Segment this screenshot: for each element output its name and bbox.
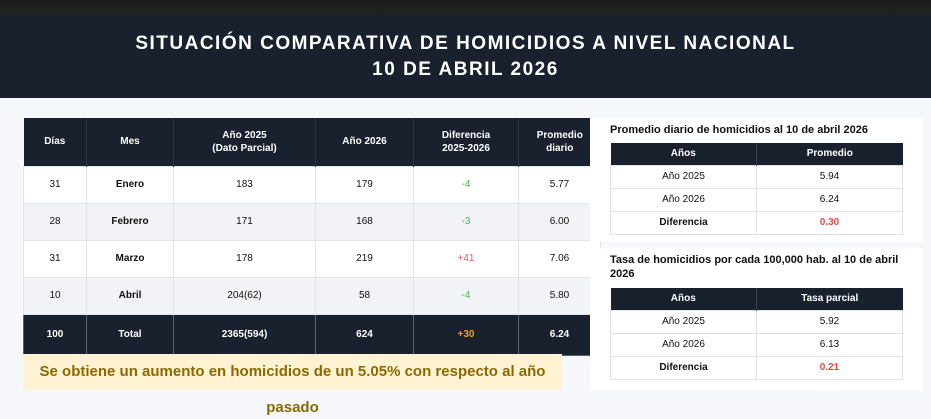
col-header-2026: Año 2026: [315, 118, 414, 166]
cell-promedio: 6.00: [518, 202, 601, 241]
cell-value: 0.21: [756, 355, 903, 380]
table-header-row: Años Tasa parcial: [610, 288, 903, 310]
cell-dias: 28: [23, 202, 87, 241]
table-row: Diferencia 0.30: [610, 210, 903, 235]
cell-year: Año 2026: [610, 332, 757, 357]
cell-mes: Enero: [86, 165, 174, 204]
table-row: Diferencia 0.21: [610, 355, 903, 380]
cell-promedio: 5.80: [518, 276, 601, 315]
cell-value: 5.94: [756, 164, 903, 189]
cell-2026: 179: [315, 165, 414, 204]
promedio-card: Promedio diario de homicidios al 10 de a…: [590, 118, 923, 242]
cell-2025: 204(62): [173, 276, 316, 315]
page-header: SITUACIÓN COMPARATIVA DE HOMICIDIOS A NI…: [0, 14, 931, 98]
table-header-row: Años Promedio: [610, 143, 903, 165]
cell-value: 6.24: [756, 187, 903, 212]
cell-2025: 178: [173, 239, 316, 278]
col-header-diferencia: Diferencia 2025-2026: [413, 118, 519, 166]
total-2025: 2365(594): [173, 313, 316, 356]
cell-diferencia: -4: [413, 165, 519, 204]
cell-year: Año 2025: [610, 164, 757, 189]
cell-diferencia: +41: [413, 239, 519, 278]
cell-2026: 58: [315, 276, 414, 315]
cell-year: Año 2025: [610, 309, 757, 334]
cell-diferencia: -4: [413, 276, 519, 315]
tasa-card: Tasa de homicidios por cada 100,000 hab.…: [590, 248, 923, 390]
table-row: 31 Marzo 178 219 +41 7.06: [23, 239, 601, 278]
cell-2025: 183: [173, 165, 316, 204]
cell-dias: 31: [23, 239, 87, 278]
table-row: Año 2025 5.94: [610, 164, 903, 189]
cell-2025: 171: [173, 202, 316, 241]
col-header-anos: Años: [610, 143, 757, 165]
cell-mes: Abril: [86, 276, 174, 315]
table-header-row: Días Mes Año 2025 (Dato Parcial) Año 2026…: [23, 118, 601, 166]
table-row: Año 2025 5.92: [610, 309, 903, 334]
cell-promedio: 5.77: [518, 165, 601, 204]
total-diferencia: +30: [413, 313, 519, 356]
promedio-table: Años Promedio Año 2025 5.94 Año 2026 6.2…: [610, 143, 903, 235]
cell-diferencia: -3: [413, 202, 519, 241]
col-header-tasa: Tasa parcial: [756, 288, 903, 310]
cell-2026: 168: [315, 202, 414, 241]
cell-dias: 10: [23, 276, 87, 315]
page-title: SITUACIÓN COMPARATIVA DE HOMICIDIOS A NI…: [135, 33, 796, 54]
col-header-2025: Año 2025 (Dato Parcial): [173, 118, 316, 166]
cell-year: Diferencia: [610, 210, 757, 235]
cell-year: Diferencia: [610, 355, 757, 380]
col-header-promedio: Promedio diario: [518, 118, 601, 166]
cell-year: Año 2026: [610, 187, 757, 212]
cell-promedio: 7.06: [518, 239, 601, 278]
summary-banner: Se obtiene un aumento en homicidios de u…: [23, 354, 562, 416]
table-row: 31 Enero 183 179 -4 5.77: [23, 165, 601, 204]
table-row: Año 2026 6.13: [610, 332, 903, 357]
table-total-row: 100 Total 2365(594) 624 +30 6.24: [23, 313, 601, 356]
col-header-anos: Años: [610, 288, 757, 310]
cell-value: 6.13: [756, 332, 903, 357]
promedio-card-title: Promedio diario de homicidios al 10 de a…: [610, 124, 868, 136]
cell-mes: Marzo: [86, 239, 174, 278]
cell-value: 5.92: [756, 309, 903, 334]
tasa-card-title: Tasa de homicidios por cada 100,000 hab.…: [610, 254, 899, 280]
total-dias: 100: [23, 313, 87, 356]
total-mes: Total: [86, 313, 174, 356]
col-header-promedio: Promedio: [756, 143, 903, 165]
total-promedio: 6.24: [518, 313, 601, 356]
table-row: 10 Abril 204(62) 58 -4 5.80: [23, 276, 601, 315]
cell-value: 0.30: [756, 210, 903, 235]
cell-dias: 31: [23, 165, 87, 204]
page-date: 10 DE ABRIL 2026: [372, 59, 559, 80]
top-bar: [0, 0, 931, 14]
cell-2026: 219: [315, 239, 414, 278]
monthly-comparison-table: Días Mes Año 2025 (Dato Parcial) Año 2026…: [23, 118, 601, 356]
col-header-mes: Mes: [86, 118, 174, 166]
table-row: 28 Febrero 171 168 -3 6.00: [23, 202, 601, 241]
total-2026: 624: [315, 313, 414, 356]
col-header-dias: Días: [23, 118, 87, 166]
table-row: Año 2026 6.24: [610, 187, 903, 212]
cell-mes: Febrero: [86, 202, 174, 241]
tasa-table: Años Tasa parcial Año 2025 5.92 Año 2026…: [610, 288, 903, 380]
